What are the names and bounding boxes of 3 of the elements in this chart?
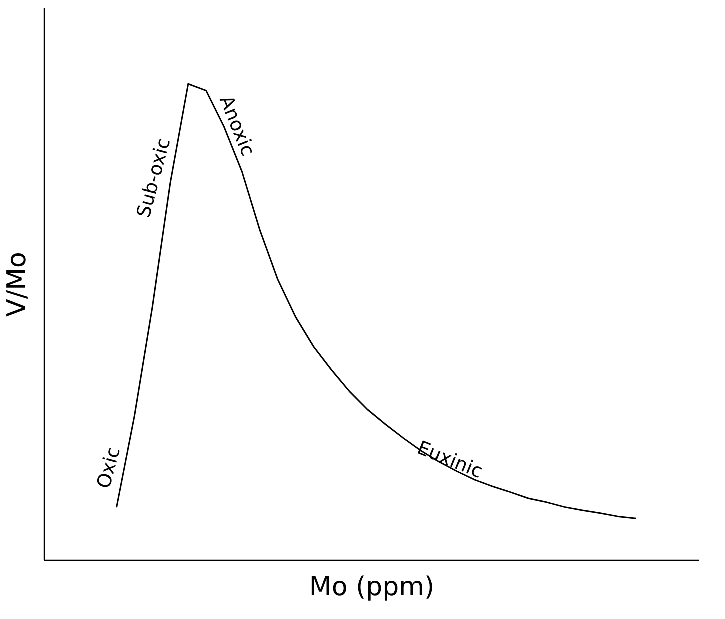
annotation: Oxic [92,444,126,492]
x-axis-title: Mo (ppm) [309,572,435,602]
y-axis-title: V/Mo [2,252,32,317]
